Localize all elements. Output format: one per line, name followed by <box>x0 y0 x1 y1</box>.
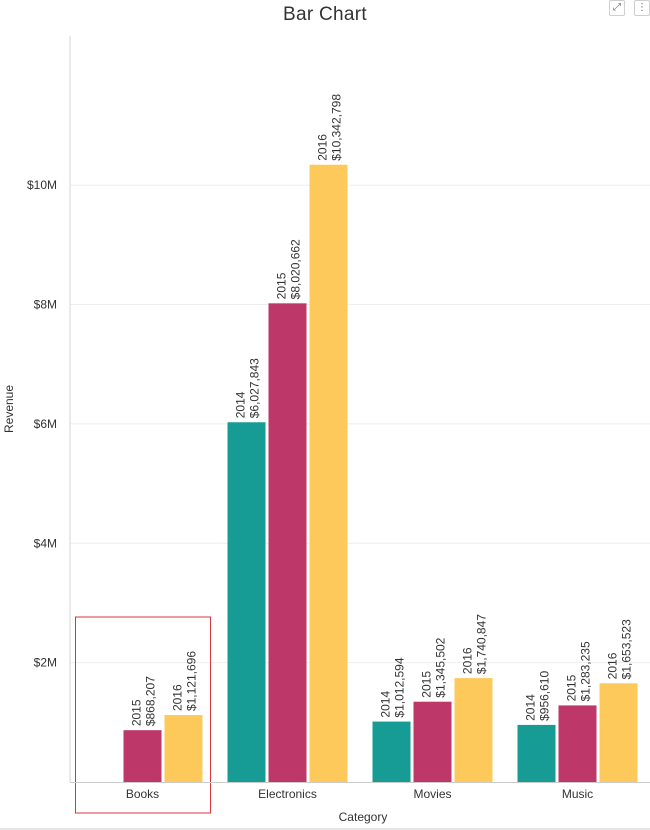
bar-electronics-2016[interactable] <box>309 164 348 782</box>
data-label-year: 2016 <box>171 684 185 711</box>
selection-highlight-box <box>75 616 211 814</box>
bar-music-2016[interactable] <box>599 683 638 782</box>
y-tick-label: $6M <box>34 417 57 431</box>
data-label: 2016$1,121,696 <box>171 651 199 711</box>
x-axis-title: Category <box>339 810 388 824</box>
data-label-year: 2016 <box>606 652 620 679</box>
data-label-value: $10,342,798 <box>330 94 344 161</box>
data-label-value: $1,653,523 <box>620 619 634 679</box>
bottom-divider <box>0 828 650 830</box>
data-label-value: $1,121,696 <box>185 651 199 711</box>
data-label-year: 2015 <box>565 674 579 701</box>
x-tick-label: Music <box>562 787 593 801</box>
data-label-year: 2015 <box>275 272 289 299</box>
data-label-value: $1,012,594 <box>393 657 407 717</box>
data-label-value: $1,345,502 <box>434 637 448 697</box>
bar-music-2015[interactable] <box>558 705 597 782</box>
data-label-value: $6,027,843 <box>248 358 262 418</box>
y-tick-label: $2M <box>34 656 57 670</box>
bar-books-2015[interactable] <box>123 730 162 782</box>
data-label-value: $1,283,235 <box>579 641 593 701</box>
data-label-value: $868,207 <box>144 676 158 726</box>
bar-movies-2015[interactable] <box>413 701 452 782</box>
x-tick-label: Books <box>126 787 159 801</box>
data-label: 2016$1,653,523 <box>606 619 634 679</box>
data-label: 2015$8,020,662 <box>275 239 303 299</box>
bar-movies-2014[interactable] <box>372 721 411 782</box>
x-tick-label: Electronics <box>258 787 317 801</box>
x-tick-label: Movies <box>413 787 451 801</box>
bar-electronics-2014[interactable] <box>227 422 266 782</box>
data-label: 2014$956,610 <box>524 671 552 721</box>
bar-movies-2016[interactable] <box>454 678 493 782</box>
data-label-year: 2015 <box>420 671 434 698</box>
data-label-year: 2016 <box>461 647 475 674</box>
data-label-value: $1,740,847 <box>475 614 489 674</box>
data-label-year: 2016 <box>316 134 330 161</box>
bar-electronics-2015[interactable] <box>268 303 307 782</box>
bar-books-2016[interactable] <box>164 715 203 782</box>
data-label: 2014$6,027,843 <box>234 358 262 418</box>
bar-music-2014[interactable] <box>517 724 556 782</box>
data-label: 2016$1,740,847 <box>461 614 489 674</box>
data-label-value: $956,610 <box>538 671 552 721</box>
y-axis-title: Revenue <box>2 385 16 433</box>
y-tick-label: $4M <box>34 536 57 550</box>
chart-title: Bar Chart <box>282 4 367 25</box>
data-label: 2016$10,342,798 <box>316 94 344 161</box>
data-label: 2014$1,012,594 <box>379 657 407 717</box>
data-label-year: 2015 <box>130 699 144 726</box>
y-tick-label: $8M <box>34 298 57 312</box>
data-label: 2015$1,345,502 <box>420 637 448 697</box>
data-label: 2015$1,283,235 <box>565 641 593 701</box>
data-label-value: $8,020,662 <box>289 239 303 299</box>
data-label-year: 2014 <box>234 391 248 418</box>
y-tick-label: $10M <box>27 178 57 192</box>
expand-icon[interactable]: ⤢ <box>609 0 625 16</box>
data-label-year: 2014 <box>524 694 538 721</box>
data-label-year: 2014 <box>379 691 393 718</box>
data-label: 2015$868,207 <box>130 676 158 726</box>
